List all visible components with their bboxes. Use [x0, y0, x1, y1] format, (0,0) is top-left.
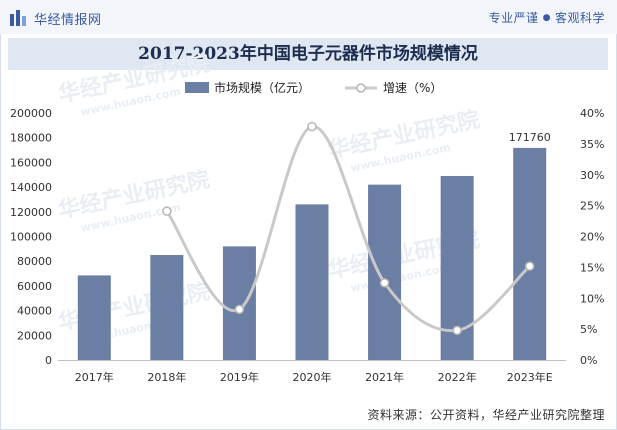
x-tick-label: 2019年 [220, 370, 259, 384]
y-right-tick-label: 35% [580, 138, 604, 151]
x-tick-label: 2020年 [293, 370, 332, 384]
growth-point [524, 261, 535, 271]
growth-point [452, 325, 462, 336]
x-tick-label: 2018年 [147, 370, 186, 384]
y-left-tick-label: 180000 [10, 132, 52, 145]
growth-point [234, 304, 245, 315]
legend-marker-line [356, 83, 366, 93]
y-left-tick-label: 0 [45, 354, 52, 367]
brand-logo-icon [10, 10, 26, 26]
brand[interactable]: 华经情报网 [10, 9, 102, 28]
y-left-tick-label: 160000 [10, 156, 52, 169]
legend-label-bar: 市场规模（亿元） [214, 80, 310, 95]
title-bar: 2017-2023年中国电子元器件市场规模情况 [8, 38, 608, 70]
x-tick-label: 2017年 [75, 370, 114, 384]
y-left-tick-label: 120000 [10, 206, 52, 219]
bar [368, 184, 402, 360]
header-bar: 华经情报网 专业严谨 ● 客观科学 [0, 0, 617, 34]
legend-label-line: 增速（%） [383, 81, 442, 95]
slogan-left: 专业严谨 [488, 11, 539, 25]
y-right-tick-label: 0% [580, 354, 597, 367]
bar [222, 246, 256, 360]
y-right-tick-label: 25% [580, 200, 604, 213]
y-left-tick-label: 40000 [17, 305, 52, 318]
slogan-right: 客观科学 [554, 11, 605, 25]
bar [150, 255, 184, 360]
y-right-tick-label: 10% [580, 292, 604, 305]
y-left-tick-label: 100000 [10, 231, 52, 244]
x-tick-label: 2022年 [438, 370, 477, 384]
source-note: 资料来源：公开资料，华经产业研究院整理 [367, 408, 605, 422]
bar-data-label: 171760 [509, 131, 551, 144]
y-left-tick-label: 60000 [17, 280, 52, 293]
bar [513, 147, 547, 360]
chart-title: 2017-2023年中国电子元器件市场规模情况 [138, 44, 478, 64]
y-left-tick-label: 20000 [17, 329, 52, 342]
slogan-separator: ● [542, 12, 551, 23]
y-right-tick-label: 30% [580, 169, 604, 182]
bar [295, 204, 329, 360]
y-left-tick-label: 140000 [10, 181, 52, 194]
growth-point [162, 206, 172, 216]
growth-point [307, 121, 317, 132]
y-right-tick-label: 40% [580, 107, 604, 120]
legend-swatch-bar [185, 82, 209, 93]
slogan: 专业严谨 ● 客观科学 [489, 9, 605, 26]
y-left-tick-label: 200000 [10, 107, 52, 120]
x-tick-label: 2023年E [507, 370, 553, 384]
brand-name: 华经情报网 [34, 12, 102, 28]
y-left-tick-label: 80000 [17, 255, 52, 268]
y-right-tick-label: 5% [580, 323, 597, 336]
x-tick-label: 2021年 [365, 370, 404, 384]
y-right-tick-label: 15% [580, 261, 604, 274]
bar [77, 275, 111, 360]
growth-point [379, 278, 390, 288]
y-right-tick-label: 20% [580, 231, 604, 244]
